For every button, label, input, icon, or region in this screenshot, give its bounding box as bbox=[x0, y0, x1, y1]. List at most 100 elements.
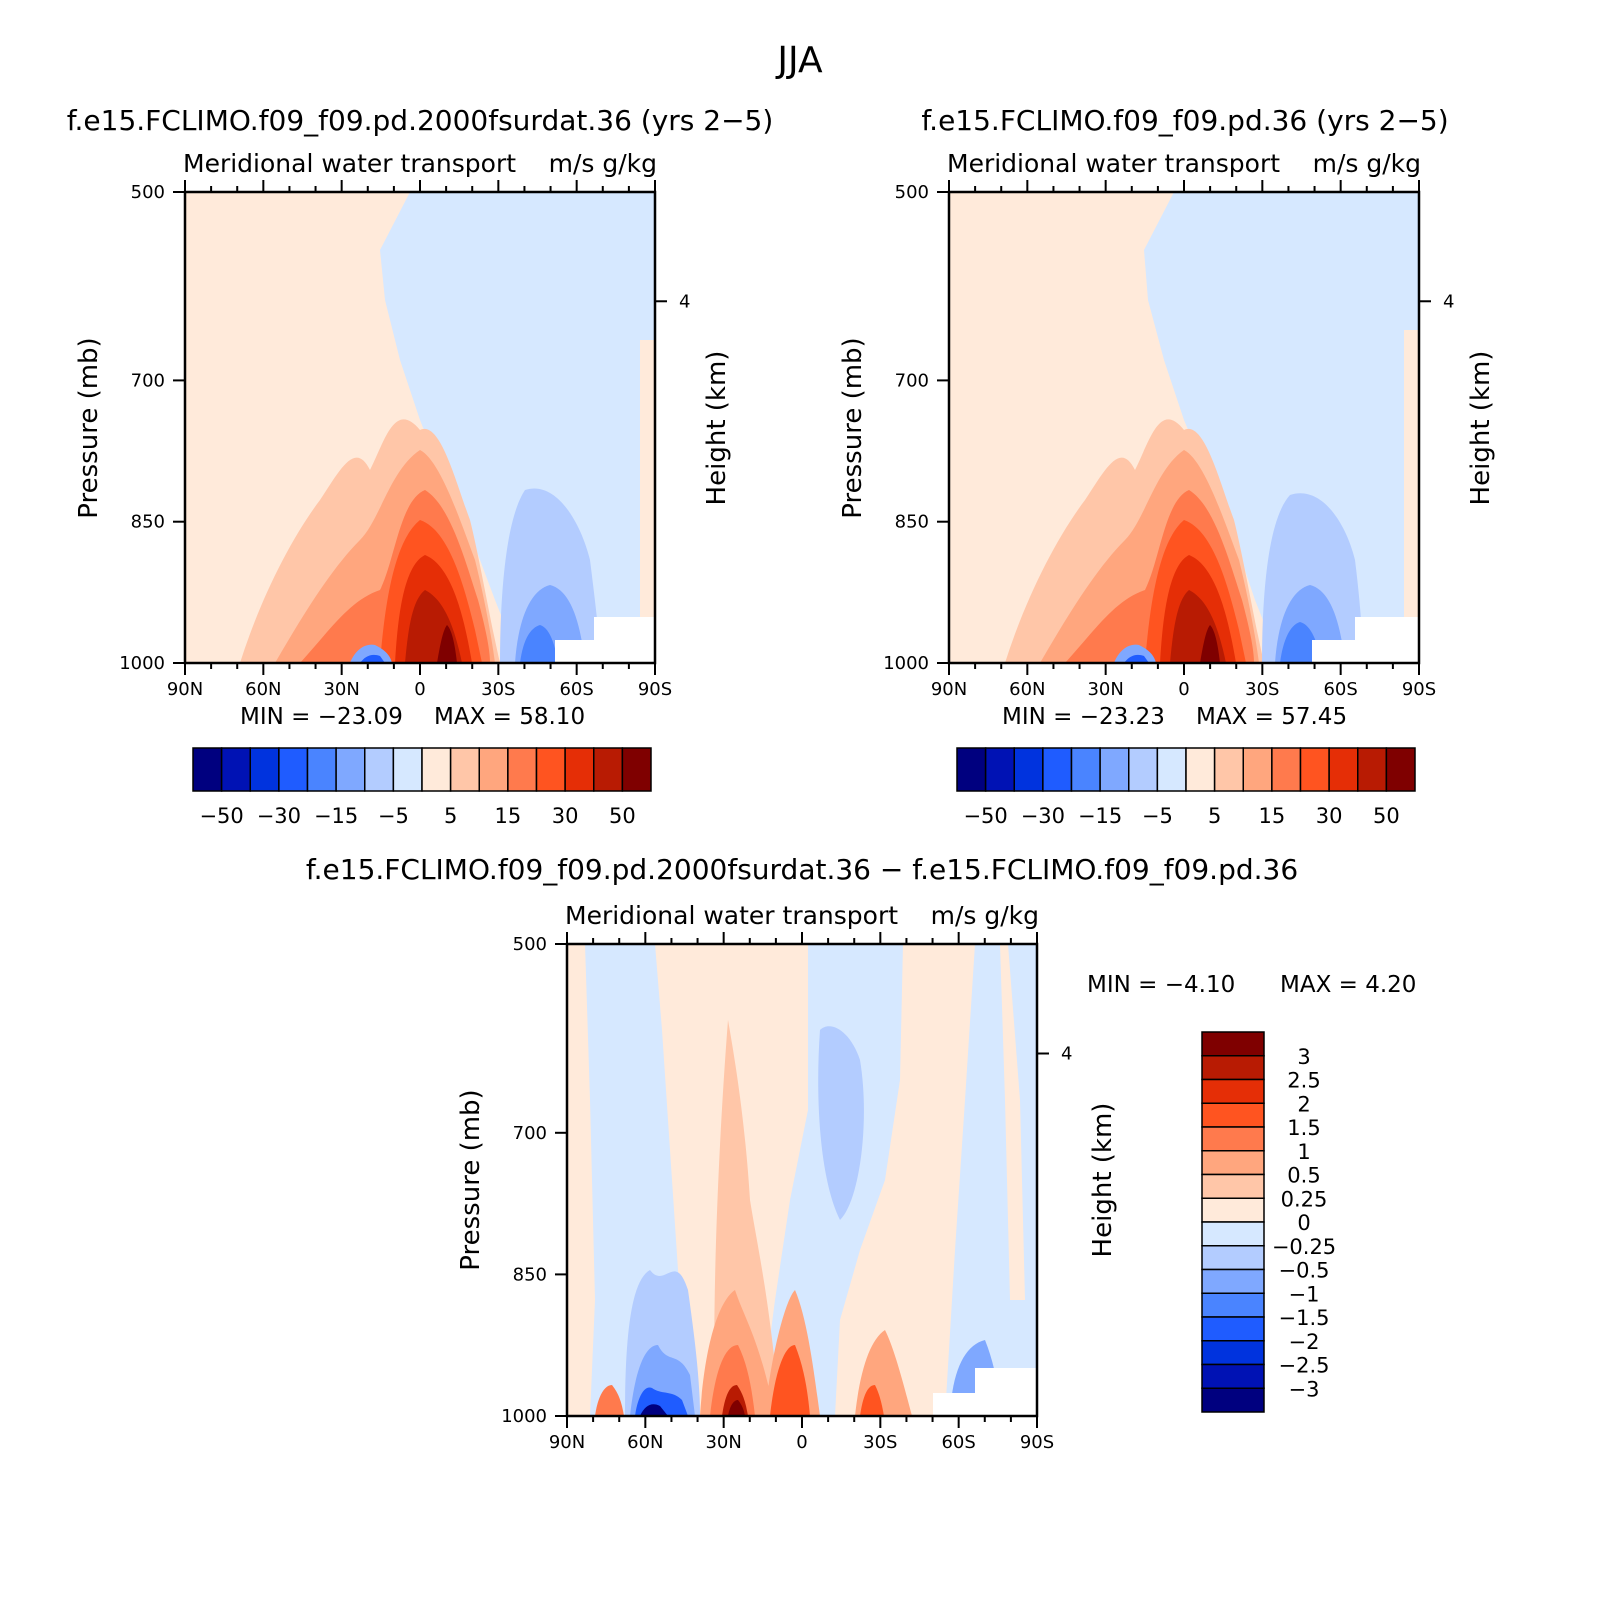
colorbar-swatch bbox=[1128, 747, 1159, 792]
x-tick-label: 60N bbox=[245, 679, 281, 700]
x-tick-label: 90S bbox=[638, 679, 672, 700]
colorbar-label: −15 bbox=[314, 804, 358, 828]
contour-level-1 bbox=[595, 1385, 624, 1416]
y-tick-label: 500 bbox=[131, 182, 165, 203]
contour-min bbox=[360, 654, 385, 663]
y-right-tick-label: 4 bbox=[1443, 291, 1454, 312]
colorbar-label: −3 bbox=[1289, 1377, 1320, 1401]
contour-max bbox=[437, 625, 457, 663]
missing-data bbox=[1355, 617, 1419, 663]
colorbar-label: 2.5 bbox=[1287, 1069, 1320, 1093]
subtitle-left: Meridional water transport bbox=[947, 149, 1280, 178]
colorbar-label: 2 bbox=[1297, 1092, 1310, 1116]
colorbar-swatch bbox=[1201, 1387, 1265, 1413]
x-tick-label: 30S bbox=[1245, 679, 1279, 700]
colorbar-swatch bbox=[984, 747, 1015, 792]
colorbar-label: 3 bbox=[1297, 1045, 1310, 1069]
y-tick-label: 700 bbox=[895, 370, 929, 391]
y-tick-label: 850 bbox=[513, 1264, 547, 1285]
colorbar-swatch bbox=[1042, 747, 1073, 792]
contour-level-neg025 bbox=[818, 1026, 864, 1220]
colorbar-label: −5 bbox=[1142, 804, 1173, 828]
y-tick-label: 700 bbox=[131, 370, 165, 391]
contour-field bbox=[949, 192, 1419, 663]
colorbar: −50 −30 −15 −5 5 15 30 50 bbox=[192, 747, 652, 828]
colorbar-swatch bbox=[1201, 1078, 1265, 1104]
x-tick-label: 30S bbox=[481, 679, 515, 700]
colorbar-swatch bbox=[478, 747, 509, 792]
colorbar-label: 1.5 bbox=[1287, 1116, 1320, 1140]
colorbar-swatch bbox=[249, 747, 280, 792]
missing-data bbox=[1312, 640, 1360, 663]
x-tick-label: 0 bbox=[414, 679, 425, 700]
colorbar-swatch bbox=[1099, 747, 1130, 792]
colorbar-swatch bbox=[1201, 1197, 1265, 1223]
colorbar-swatch bbox=[1201, 1102, 1265, 1128]
colorbar-label: −30 bbox=[1021, 804, 1065, 828]
colorbar-swatch bbox=[1201, 1031, 1265, 1057]
colorbar-swatch bbox=[1357, 747, 1388, 792]
colorbar-swatch bbox=[335, 747, 366, 792]
axis-ticks: 90N 60N 30N 0 30S 60S 90S 500 700 850 1000 4 bbox=[119, 180, 690, 700]
colorbar-swatch bbox=[593, 747, 624, 792]
y-tick-label: 1000 bbox=[883, 653, 929, 674]
colorbar-swatch bbox=[564, 747, 595, 792]
colorbar-label: 0 bbox=[1297, 1211, 1310, 1235]
colorbar-label: −1 bbox=[1289, 1282, 1320, 1306]
colorbar-swatch bbox=[1070, 747, 1101, 792]
contour-patch bbox=[1404, 330, 1419, 620]
colorbar-swatch bbox=[1201, 1150, 1265, 1176]
contour-level-neg15 bbox=[520, 625, 558, 663]
missing-data bbox=[555, 640, 600, 663]
y-tick-label: 700 bbox=[513, 1123, 547, 1144]
colorbar-label: 0.25 bbox=[1281, 1187, 1328, 1211]
colorbar-swatch bbox=[421, 747, 452, 792]
contour-min bbox=[1124, 654, 1149, 663]
colorbar-swatch bbox=[1201, 1363, 1265, 1389]
colorbar-label: 5 bbox=[444, 804, 457, 828]
contour-level-0 bbox=[567, 944, 595, 1416]
colorbar-swatch bbox=[192, 747, 223, 792]
contour-field bbox=[567, 944, 1037, 1416]
colorbar-label: −5 bbox=[378, 804, 409, 828]
y-tick-label: 500 bbox=[895, 182, 929, 203]
subtitle-right: m/s g/kg bbox=[549, 149, 657, 178]
panel-bottom: f.e15.FCLIMO.f09_f09.pd.2000fsurdat.36 −… bbox=[306, 853, 1417, 1453]
missing-data bbox=[975, 1368, 1037, 1416]
x-tick-label: 0 bbox=[796, 1432, 807, 1453]
x-tick-label: 60N bbox=[1009, 679, 1045, 700]
y-tick-label: 500 bbox=[513, 934, 547, 955]
contour-level-0 bbox=[1000, 944, 1025, 1300]
missing-data bbox=[933, 1393, 978, 1416]
max-label: MAX = 58.10 bbox=[434, 704, 585, 730]
colorbar-swatch bbox=[1201, 1292, 1265, 1318]
colorbar-swatch bbox=[1201, 1245, 1265, 1271]
x-tick-label: 90N bbox=[167, 679, 203, 700]
x-tick-label: 90N bbox=[931, 679, 967, 700]
colorbar-swatch bbox=[1201, 1055, 1265, 1081]
colorbar-swatch bbox=[1385, 747, 1416, 792]
colorbar-swatch bbox=[1185, 747, 1216, 792]
panel-title: f.e15.FCLIMO.f09_f09.pd.2000fsurdat.36 −… bbox=[306, 853, 1298, 886]
colorbar-label: 30 bbox=[1316, 804, 1343, 828]
y-axis-title: Pressure (mb) bbox=[838, 337, 868, 518]
colorbar-label: 50 bbox=[609, 804, 636, 828]
x-tick-label: 60N bbox=[627, 1432, 663, 1453]
min-label: MIN = −23.23 bbox=[1002, 704, 1165, 730]
colorbar-swatch bbox=[364, 747, 395, 792]
panel-title: f.e15.FCLIMO.f09_f09.pd.2000fsurdat.36 (… bbox=[67, 104, 774, 137]
colorbar-swatch bbox=[306, 747, 337, 792]
contour-level-0 bbox=[835, 944, 975, 1416]
colorbar-swatch bbox=[449, 747, 480, 792]
y-tick-label: 1000 bbox=[119, 653, 165, 674]
colorbar-label: 0.5 bbox=[1287, 1164, 1320, 1188]
colorbar-swatch bbox=[1328, 747, 1359, 792]
axis-ticks: 90N 60N 30N 0 30S 60S 90S 500 700 850 1000 4 bbox=[501, 932, 1072, 1453]
missing-data bbox=[594, 617, 655, 663]
max-label: MAX = 4.20 bbox=[1280, 972, 1416, 998]
x-tick-label: 90S bbox=[1402, 679, 1436, 700]
y-axis-title: Pressure (mb) bbox=[456, 1089, 486, 1270]
contour-level-15 bbox=[770, 1345, 810, 1416]
colorbar-swatch bbox=[1242, 747, 1273, 792]
